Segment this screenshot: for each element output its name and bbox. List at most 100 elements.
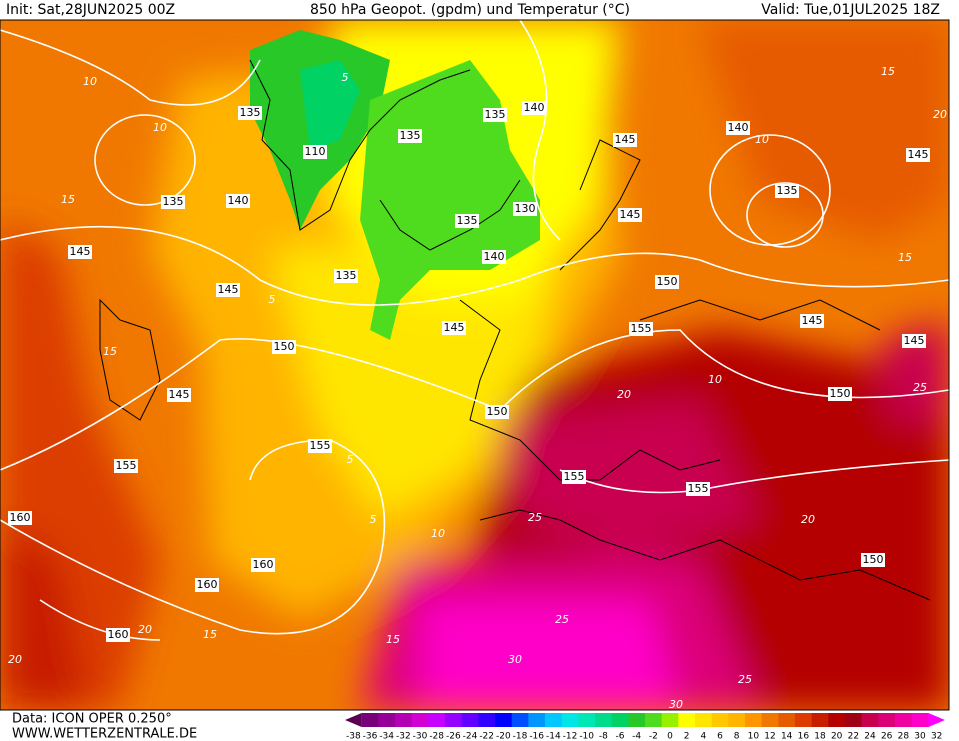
colorbar-swatch bbox=[745, 713, 763, 727]
colorbar-label: -22 bbox=[479, 732, 494, 741]
geopotential-label: 160 bbox=[197, 578, 218, 591]
map-frame bbox=[0, 19, 950, 711]
geopotential-label: 130 bbox=[515, 202, 536, 215]
colorbar-label: -32 bbox=[396, 732, 411, 741]
colorbar-swatch bbox=[495, 713, 513, 727]
colorbar-swatch bbox=[728, 713, 746, 727]
geopotential-label-box bbox=[655, 275, 679, 289]
colorbar-swatch bbox=[395, 713, 413, 727]
geopotential-label: 135 bbox=[777, 184, 798, 197]
geopotential-label-box bbox=[251, 558, 275, 572]
geopotential-label: 140 bbox=[484, 250, 505, 263]
website: WWW.WETTERZENTRALE.DE bbox=[12, 727, 197, 741]
geopotential-label-box bbox=[195, 578, 219, 592]
temperature-label: 5 bbox=[347, 453, 354, 466]
geopotential-label: 160 bbox=[108, 628, 129, 641]
colorbar-swatch bbox=[711, 713, 729, 727]
colorbar-label: 22 bbox=[848, 732, 859, 741]
colorbar-label: 14 bbox=[781, 732, 793, 741]
geopotential-label-box bbox=[613, 133, 637, 147]
geopotential-label-box bbox=[726, 121, 750, 135]
colorbar-swatch bbox=[795, 713, 813, 727]
geopotential-label-box bbox=[522, 101, 546, 115]
colorbar-label: 32 bbox=[931, 732, 942, 741]
coastlines bbox=[99, 59, 931, 601]
colorbar-swatch bbox=[861, 713, 879, 727]
temperature-label: 10 bbox=[755, 133, 769, 146]
temperature-label: 20 bbox=[8, 653, 22, 666]
colorbar-swatch bbox=[378, 713, 396, 727]
geopotential-label-box bbox=[334, 269, 358, 283]
geopotential-label: 160 bbox=[253, 558, 274, 571]
colorbar-swatch bbox=[411, 713, 429, 727]
colorbar-swatch bbox=[445, 713, 463, 727]
colorbar-label: -14 bbox=[546, 732, 561, 741]
temperature-label: 20 bbox=[801, 513, 815, 526]
geopotential-label: 135 bbox=[336, 269, 357, 282]
colorbar-swatch bbox=[845, 713, 863, 727]
geopotential-label: 155 bbox=[688, 482, 709, 495]
geopotential-label: 150 bbox=[830, 387, 851, 400]
temperature-label: 10 bbox=[153, 121, 167, 134]
temperature-label: 15 bbox=[103, 345, 117, 358]
colorbar-swatch bbox=[911, 713, 929, 727]
colorbar-label: 0 bbox=[667, 732, 673, 741]
geopotential-label: 145 bbox=[908, 148, 929, 161]
colorbar-label: -30 bbox=[413, 732, 428, 741]
geopotential-label: 145 bbox=[620, 208, 641, 221]
geopotential-label: 145 bbox=[444, 321, 465, 334]
temperature-label: 30 bbox=[669, 698, 683, 711]
data-source: Data: ICON OPER 0.250° bbox=[12, 712, 172, 727]
colorbar-label: 12 bbox=[764, 732, 775, 741]
colorbar-label: -28 bbox=[429, 732, 444, 741]
geopotential-label: 155 bbox=[310, 439, 331, 452]
temperature-label: 15 bbox=[386, 633, 400, 646]
colorbar-label: -38 bbox=[346, 732, 361, 741]
colorbar-swatch bbox=[645, 713, 663, 727]
geopotential-label-box bbox=[238, 106, 262, 120]
colorbar-label: 6 bbox=[717, 732, 723, 741]
temperature-label: 10 bbox=[431, 527, 445, 540]
colorbar-swatch bbox=[428, 713, 446, 727]
geopotential-label: 150 bbox=[274, 340, 295, 353]
temperature-label: 15 bbox=[203, 628, 217, 641]
colorbar-swatch bbox=[578, 713, 596, 727]
geopotential-label-box bbox=[513, 202, 537, 216]
colorbar-label: 2 bbox=[684, 732, 690, 741]
geopotential-label: 135 bbox=[163, 195, 184, 208]
colorbar-swatch bbox=[628, 713, 646, 727]
valid-time: Valid: Tue,01JUL2025 18Z bbox=[761, 2, 940, 18]
temperature-label: 15 bbox=[898, 251, 912, 264]
colorbar-swatch bbox=[461, 713, 479, 727]
geopotential-label-box bbox=[906, 148, 930, 162]
geopotential-label-box bbox=[114, 459, 138, 473]
colorbar-label: -20 bbox=[496, 732, 511, 741]
colorbar-swatch bbox=[878, 713, 896, 727]
colorbar-swatch bbox=[595, 713, 613, 727]
geopotential-label: 110 bbox=[305, 145, 326, 158]
temperature-label: 20 bbox=[933, 108, 947, 121]
geopotential-label: 145 bbox=[615, 133, 636, 146]
colorbar-label: -24 bbox=[463, 732, 478, 741]
geopotential-label: 135 bbox=[485, 108, 506, 121]
geopotential-label: 155 bbox=[116, 459, 137, 472]
temperature-label: 5 bbox=[342, 71, 349, 84]
temperature-label: 30 bbox=[508, 653, 522, 666]
temperature-label: 25 bbox=[528, 511, 542, 524]
geopotential-label-box bbox=[485, 405, 509, 419]
colorbar-swatch bbox=[478, 713, 496, 727]
geopotential-label: 135 bbox=[240, 106, 261, 119]
temperature-label: 25 bbox=[913, 381, 927, 394]
colorbar-swatch bbox=[761, 713, 779, 727]
colorbar-label: 28 bbox=[898, 732, 910, 741]
geopotential-label: 145 bbox=[169, 388, 190, 401]
geopotential-label: 145 bbox=[802, 314, 823, 327]
temperature-label: 25 bbox=[738, 673, 752, 686]
temperature-label: 15 bbox=[61, 193, 75, 206]
colorbar-label: 10 bbox=[748, 732, 760, 741]
geopotential-label-box bbox=[902, 334, 926, 348]
colorbar-label: -8 bbox=[599, 732, 608, 741]
geopotential-label-box bbox=[618, 208, 642, 222]
geopotential-label-box bbox=[303, 145, 327, 159]
colorbar-swatch bbox=[695, 713, 713, 727]
